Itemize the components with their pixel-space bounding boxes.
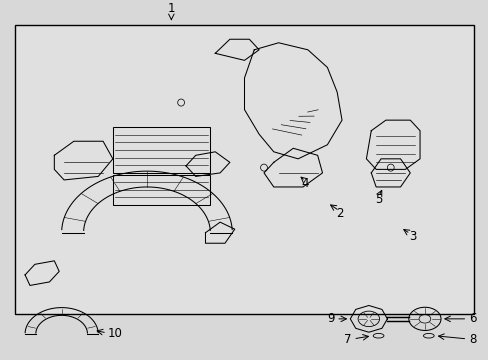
Text: 4: 4 — [301, 177, 308, 190]
Bar — [15, 25, 473, 314]
Bar — [113, 175, 210, 204]
Text: 6: 6 — [468, 312, 475, 325]
Bar — [113, 127, 210, 173]
Text: 3: 3 — [408, 230, 416, 243]
Text: 10: 10 — [108, 328, 122, 341]
Text: 9: 9 — [326, 312, 334, 325]
Text: 7: 7 — [344, 333, 351, 346]
Text: 2: 2 — [335, 207, 343, 220]
Text: 1: 1 — [167, 2, 175, 15]
Text: 5: 5 — [374, 193, 382, 206]
Text: 8: 8 — [468, 333, 475, 346]
